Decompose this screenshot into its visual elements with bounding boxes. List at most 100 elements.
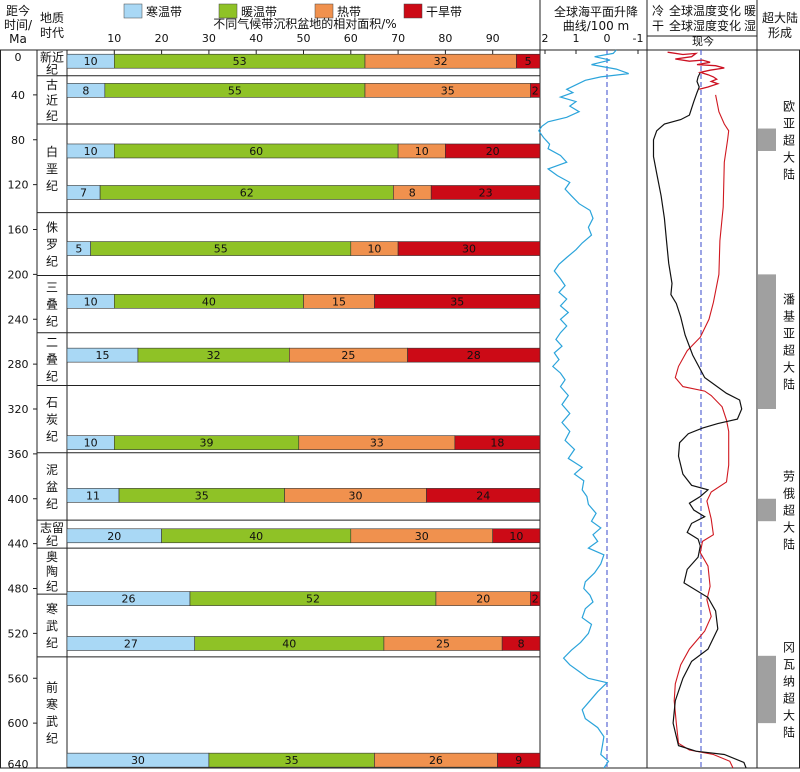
bar-value-label: 7 xyxy=(80,186,87,199)
bar-value-label: 10 xyxy=(84,55,98,68)
age-tick-label: 440 xyxy=(8,538,29,551)
period-label-char: 前 xyxy=(46,679,58,694)
period-label-char: 白 xyxy=(46,144,58,159)
bar-value-label: 20 xyxy=(107,530,121,543)
bar-value-label: 35 xyxy=(285,754,299,767)
bar-value-label: 10 xyxy=(84,145,98,158)
bar-value-label: 20 xyxy=(476,593,490,606)
sea-tick-label: -1 xyxy=(633,32,644,45)
age-header: 距今 时间/ Ma xyxy=(4,3,33,46)
age-axis: 0 40 80 120 160 200 240 280 320 360 400 440 480 520 56… xyxy=(8,49,37,771)
bar-segment xyxy=(492,528,541,544)
age-tick-label: 40 xyxy=(11,89,25,102)
percent-tick-label: 40 xyxy=(249,32,263,45)
period-label-char: 泥 xyxy=(46,463,58,477)
legend-label: 热带 xyxy=(337,5,361,19)
period-label-char: 纪 xyxy=(46,534,58,548)
period-label-char: 二 xyxy=(46,336,58,350)
bar-value-label: 15 xyxy=(332,295,346,308)
period-label-char: 三 xyxy=(46,281,58,295)
age-header-line1: 距今 xyxy=(6,3,30,18)
bar-value-label: 18 xyxy=(490,437,504,450)
supercontinent-bar xyxy=(758,655,776,724)
bar-value-label: 10 xyxy=(84,437,98,450)
period-label-char: 纪 xyxy=(46,430,58,444)
bar-value-label: 30 xyxy=(349,489,363,502)
bar-value-label: 20 xyxy=(486,145,500,158)
period-label-char: 武 xyxy=(46,619,58,633)
supercontinent-label-char: 陆 xyxy=(783,536,795,551)
bar-segment xyxy=(407,347,541,363)
bar-value-label: 9 xyxy=(515,754,522,767)
bar-value-label: 25 xyxy=(436,637,450,650)
bar-value-label: 26 xyxy=(121,593,135,606)
sea-level-curve xyxy=(538,49,629,769)
period-label-char: 纪 xyxy=(46,179,58,193)
temperature-curve xyxy=(652,72,747,769)
age-tick-label: 240 xyxy=(8,313,29,326)
supercontinent-bar xyxy=(758,274,776,409)
warm-label: 暖 xyxy=(744,4,756,18)
supercontinent-label-char: 纳 xyxy=(783,674,795,688)
bar-value-label: 10 xyxy=(84,295,98,308)
age-tick-label: 560 xyxy=(8,672,29,685)
period-label-char: 武 xyxy=(46,714,58,728)
bar-value-label: 24 xyxy=(476,489,490,502)
age-tick-label: 320 xyxy=(8,403,29,416)
sea-tick-label: 1 xyxy=(573,32,580,45)
bar-value-label: 8 xyxy=(409,186,416,199)
sc-header-line2: 形成 xyxy=(768,26,792,40)
period-label-char: 叠 xyxy=(46,298,58,312)
supercontinent-label-char: 基 xyxy=(783,310,795,324)
bar-value-label: 40 xyxy=(249,530,263,543)
dry-label: 干 xyxy=(652,19,664,33)
percent-tick-label: 30 xyxy=(202,32,216,45)
supercontinent-label-char: 超 xyxy=(783,502,795,517)
climate-panel xyxy=(652,50,747,769)
period-label-char: 罗 xyxy=(46,238,58,252)
bar-value-label: 30 xyxy=(462,243,476,256)
period-label-char: 新近 xyxy=(40,49,64,64)
supercontinent-label-char: 潘 xyxy=(783,293,795,307)
legend-swatch xyxy=(218,3,238,19)
bar-value-label: 26 xyxy=(429,754,443,767)
supercontinent-label-char: 超 xyxy=(783,132,795,147)
bar-value-label: 25 xyxy=(341,349,355,362)
bar-value-label: 2 xyxy=(532,84,539,97)
humid-title: 全球湿度变化 xyxy=(669,18,741,33)
period-label-char: 侏 xyxy=(46,221,58,235)
age-tick-label: 0 xyxy=(15,51,22,64)
legend-label: 寒温带 xyxy=(146,4,182,19)
bar-value-label: 40 xyxy=(282,637,296,650)
bar-segment xyxy=(426,488,541,503)
period-label-char: 叠 xyxy=(46,353,58,367)
bar-segment xyxy=(516,53,541,69)
period-header-line2: 时代 xyxy=(40,26,64,40)
bar-value-label: 32 xyxy=(207,349,221,362)
age-tick-label: 520 xyxy=(8,627,29,640)
bar-segment xyxy=(445,143,541,159)
sea-level-header: 全球海平面升降 曲线/100 m xyxy=(554,4,638,33)
age-tick-label: 480 xyxy=(8,583,29,596)
age-tick-label: 280 xyxy=(8,358,29,371)
legend-label: 暖温带 xyxy=(241,5,277,19)
bar-value-label: 39 xyxy=(200,437,214,450)
period-label-char: 近 xyxy=(46,93,58,107)
bar-value-label: 35 xyxy=(441,84,455,97)
bar-value-label: 62 xyxy=(240,186,254,199)
period-label-char: 纪 xyxy=(46,255,58,269)
recent-temperature-curve xyxy=(667,51,725,90)
supercontinent-label-char: 超 xyxy=(783,690,795,705)
bar-value-label: 27 xyxy=(124,637,138,650)
period-label-char: 陶 xyxy=(46,564,58,579)
period-label-char: 炭 xyxy=(46,413,58,427)
sea-title-line1: 全球海平面升降 xyxy=(554,4,638,19)
period-label-char: 古 xyxy=(46,77,58,92)
supercontinent-label-char: 欧 xyxy=(783,99,795,113)
bar-value-label: 5 xyxy=(525,55,532,68)
age-header-line2: 时间/ xyxy=(4,18,33,32)
age-tick-label: 360 xyxy=(8,448,29,461)
period-label-char: 纪 xyxy=(46,62,58,76)
